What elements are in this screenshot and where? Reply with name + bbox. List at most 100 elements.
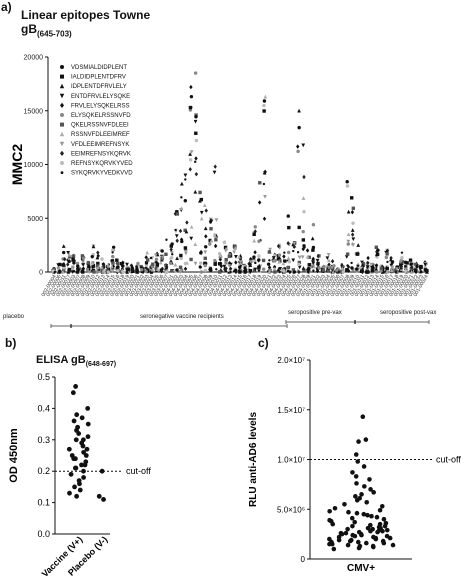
data-point-a <box>188 105 193 110</box>
data-point-b <box>80 443 86 449</box>
data-point-c <box>327 508 332 514</box>
data-point-a <box>326 253 331 257</box>
data-point-a <box>345 180 349 184</box>
group-label-seronegative: seronegative vaccine recipients <box>140 314 224 320</box>
data-point-b <box>68 471 74 477</box>
data-point-a <box>223 245 228 250</box>
data-point-a <box>75 261 80 266</box>
data-point-a <box>311 256 315 262</box>
data-point-a <box>155 262 160 266</box>
data-point-a <box>198 190 202 195</box>
data-point-a <box>198 198 202 203</box>
data-point-a <box>90 261 95 265</box>
y-tick-label-b: 0.5 <box>37 372 50 382</box>
data-point-a <box>189 150 194 154</box>
data-point-a <box>257 258 261 262</box>
data-point-a <box>154 260 159 265</box>
data-point-a <box>238 260 243 265</box>
data-point-a <box>159 269 164 274</box>
legend-label-a: VFDLEEIMREFNSYK <box>71 142 129 148</box>
data-point-a <box>111 261 115 265</box>
data-point-a <box>92 270 96 274</box>
group-label-placebo: placebo <box>3 314 25 320</box>
data-point-a <box>170 269 174 273</box>
data-point-a <box>175 256 179 260</box>
data-point-a <box>95 270 100 274</box>
data-point-a <box>326 269 331 273</box>
data-point-a <box>365 265 370 270</box>
data-point-a <box>238 270 242 274</box>
data-point-a <box>351 221 355 225</box>
data-point-b <box>74 412 80 418</box>
data-point-b <box>71 418 77 424</box>
data-point-a <box>263 171 267 176</box>
data-point-a <box>302 268 306 273</box>
data-point-a <box>400 251 404 254</box>
legend-label-a: QKELRSSNVFDLEEI <box>71 123 129 129</box>
data-point-a <box>301 196 306 200</box>
legend-marker-a <box>59 93 65 99</box>
data-point-b <box>85 421 91 427</box>
data-point-a <box>248 263 253 268</box>
data-point-a <box>180 239 184 244</box>
data-point-a <box>251 255 256 260</box>
data-point-a <box>183 199 187 203</box>
data-point-a <box>164 264 169 269</box>
data-point-a <box>350 261 353 265</box>
data-point-a <box>346 209 351 214</box>
data-point-a <box>350 196 354 200</box>
data-point-b <box>96 493 102 499</box>
data-point-a <box>198 264 202 270</box>
data-point-a <box>184 178 187 181</box>
data-point-a <box>413 262 418 267</box>
legend-marker-a <box>59 131 65 137</box>
data-point-a <box>95 255 100 260</box>
group-label-seropositive-pre: seropositive pre-vax <box>288 310 342 316</box>
legend-label-a: RSSNVFDLEEIMREF <box>71 132 130 138</box>
data-point-a <box>91 244 96 249</box>
data-point-a <box>287 225 291 230</box>
panel-label-b: b) <box>5 336 17 350</box>
data-point-a <box>281 268 286 273</box>
y-tick-label-a: 20000 <box>24 55 44 62</box>
data-point-c <box>353 452 359 457</box>
group-label-seropositive-post: seropositive post-vax <box>380 310 437 316</box>
data-point-a <box>169 247 173 252</box>
data-point-a <box>262 99 267 103</box>
legend-label-a: IDPLENTDFRVLELY <box>71 84 127 90</box>
data-point-a <box>311 264 315 269</box>
data-point-a <box>257 200 262 205</box>
data-point-a <box>183 246 188 250</box>
data-point-a <box>273 270 277 274</box>
data-point-a <box>286 214 290 218</box>
data-point-a <box>296 149 300 154</box>
data-point-c <box>339 531 345 537</box>
data-point-a <box>111 245 116 249</box>
data-point-a <box>194 156 198 161</box>
data-point-c <box>390 542 396 548</box>
data-point-a <box>61 267 66 272</box>
data-point-a <box>169 255 174 260</box>
data-point-a <box>234 260 238 265</box>
data-point-a <box>101 268 106 273</box>
data-point-a <box>203 268 208 273</box>
data-point-a <box>277 253 282 257</box>
data-point-a <box>106 265 111 269</box>
data-point-a <box>203 250 208 255</box>
data-point-b <box>82 462 88 468</box>
y-tick-label-b: 0.1 <box>37 498 50 508</box>
data-point-a <box>227 254 232 259</box>
data-point-a <box>292 249 295 253</box>
data-point-a <box>76 267 81 272</box>
legend-marker-a <box>60 102 64 108</box>
data-point-a <box>208 242 212 246</box>
data-point-a <box>261 267 266 271</box>
data-point-a <box>327 265 331 269</box>
data-point-a <box>276 243 281 249</box>
data-point-a <box>81 266 86 271</box>
data-point-a <box>151 262 155 266</box>
data-point-c <box>332 505 338 511</box>
data-point-a <box>297 262 301 267</box>
chart-c: 0 5.0×10⁶ 1.0×10⁷ 1.5×10⁷ 2.0×10⁷ RLU anti-AD… <box>248 356 461 574</box>
data-point-a <box>174 234 179 239</box>
